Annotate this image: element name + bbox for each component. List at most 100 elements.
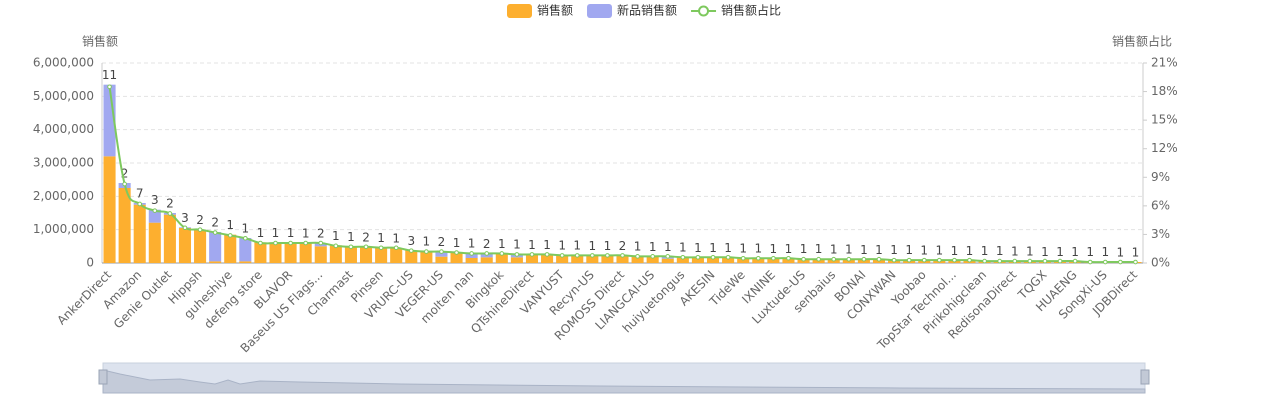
bar-label: 1 [1117,246,1125,260]
bar [691,257,704,263]
bar-label: 1 [392,232,400,246]
line-point [695,254,701,260]
line-point [348,244,354,250]
bar-label: 1 [951,244,959,258]
line-point [1087,259,1093,265]
bar [329,245,342,263]
bar [420,251,433,263]
legend-marker[interactable] [698,5,710,17]
line-point [574,253,580,258]
line-point [197,227,203,232]
bar [450,252,463,263]
bar-label: 1 [966,244,974,258]
legend-label[interactable]: 销售额占比 [721,3,781,18]
bar [239,261,252,263]
legend-label[interactable]: 新品销售额 [617,3,677,18]
bar [571,255,584,263]
line-point [544,252,550,257]
line-point [710,254,716,260]
bar-label: 1 [830,243,838,257]
line-point [846,256,852,262]
line-point [725,254,731,260]
line-point [891,257,897,263]
y-tick-label: 5,000,000 [33,89,94,103]
line-point [273,240,278,246]
legend-item[interactable]: 销售额 [507,3,573,19]
bar-label: 1 [468,237,476,251]
bar-label: 1 [875,243,883,257]
line-point [393,245,399,251]
bar-label: 2 [317,227,325,241]
line-point [408,248,414,253]
legend-swatch[interactable] [587,4,613,18]
data-zoom[interactable] [98,362,1150,394]
line-point [137,201,143,207]
line-point [318,240,324,246]
bar-label: 1 [498,237,506,251]
y2-tick-label: 18% [1151,84,1178,98]
bar [495,253,508,263]
line-point [937,257,942,263]
bar-label: 1 [905,243,913,257]
bar-label: 1 [1011,245,1019,259]
line-point [605,253,610,258]
bar-label: 1 [272,226,280,240]
bar-label: 2 [211,216,219,230]
bar [480,257,493,263]
bar-label: 1 [1101,245,1109,259]
line-point [333,243,339,249]
bar [194,229,207,263]
bar-label: 3 [407,234,415,248]
bar-label: 3 [181,211,189,225]
bar [435,251,448,257]
bar-label: 1 [1041,245,1049,259]
legend-swatch[interactable] [507,4,532,18]
bar [405,250,418,263]
bar-label: 1 [709,241,717,255]
y-tick-label: 6,000,000 [33,56,94,70]
line-point [363,244,369,250]
bar [178,228,192,263]
line-point [424,249,429,254]
bar [299,243,312,263]
line-point [771,255,776,261]
bar-label: 1 [770,242,778,256]
bar-label: 1 [800,242,808,256]
zoom-handle[interactable] [1140,369,1150,385]
line-point [1057,258,1063,264]
bar-label: 2 [619,239,627,253]
bar-label: 1 [1086,245,1094,259]
bar [556,255,569,263]
bar-label: 1 [860,243,868,257]
line-point [288,240,293,246]
bar [239,238,252,262]
line-point [952,257,957,263]
bar-label: 1 [739,242,747,256]
legend-item[interactable]: 新品销售额 [587,3,677,19]
bar-label: 1 [754,242,762,256]
bar-label: 1 [589,239,597,253]
zoom-handle[interactable] [98,369,108,385]
bar [103,156,116,263]
line-point [1133,259,1138,265]
line-point [212,230,218,235]
bar [118,188,131,263]
line-point [650,254,655,259]
bar [767,258,780,263]
line-point [227,233,233,238]
bar-label: 2 [362,231,370,245]
bar-label: 1 [332,229,340,243]
bar [254,242,267,263]
line-point [1102,259,1108,265]
legend-label[interactable]: 销售额 [537,3,573,18]
line-point [1072,258,1078,264]
bar [269,242,282,263]
line-point [529,252,535,257]
line-point [801,256,806,262]
y-tick-label: 4,000,000 [33,122,94,136]
y-tick-label: 3,000,000 [33,156,94,170]
legend-item[interactable]: 销售额占比 [691,3,781,18]
line-point [152,208,158,213]
bar-label: 7 [136,187,144,201]
bar-label: 1 [679,241,687,255]
